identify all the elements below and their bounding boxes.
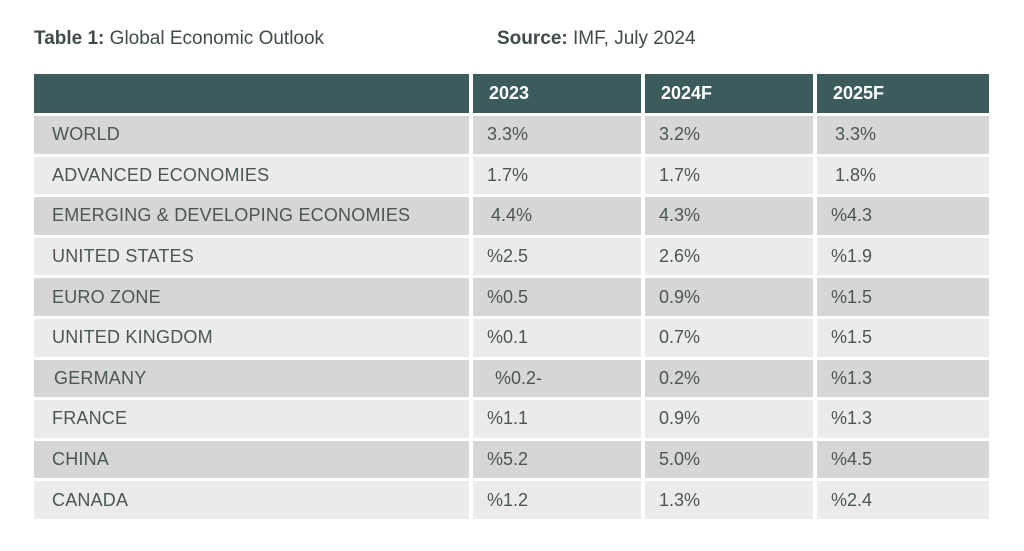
cell-world-2023: 3.3% <box>473 116 641 154</box>
source-caption: Source: IMF, July 2024 <box>497 28 696 50</box>
economic-outlook-table: 2023 2024F 2025F WORLD 3.3% 3.2% 3.3% AD… <box>34 74 989 519</box>
cell-emerging-2024f: 4.3% <box>645 197 813 235</box>
cell-germany-2025f: %1.3 <box>817 359 989 398</box>
header-2024f: 2024F <box>645 74 813 113</box>
cell-advanced-2023: 1.7% <box>473 156 641 195</box>
cell-emerging-2025f: %4.3 <box>817 197 989 235</box>
cell-uk-2023: %0.1 <box>473 318 641 357</box>
cell-euro-2023: %0.5 <box>473 278 641 316</box>
cell-advanced-2024f: 1.7% <box>645 156 813 195</box>
cell-china-2024f: 5.0% <box>645 440 813 479</box>
cell-uk-2025f: %1.5 <box>817 318 989 357</box>
row-label-advanced-economies: ADVANCED ECONOMIES <box>34 156 469 195</box>
cell-china-2023: %5.2 <box>473 440 641 479</box>
cell-canada-2025f: %2.4 <box>817 481 989 519</box>
cell-uk-2024f: 0.7% <box>645 318 813 357</box>
cell-euro-2024f: 0.9% <box>645 278 813 316</box>
source-label: Source: <box>497 28 568 49</box>
cell-germany-2024f: 0.2% <box>645 359 813 398</box>
table-label: Table 1: <box>34 28 105 49</box>
row-label-world: WORLD <box>34 116 469 154</box>
row-label-china: CHINA <box>34 440 469 479</box>
cell-us-2024f: 2.6% <box>645 237 813 276</box>
row-label-france: FRANCE <box>34 400 469 438</box>
cell-china-2025f: %4.5 <box>817 440 989 479</box>
row-label-united-kingdom: UNITED KINGDOM <box>34 318 469 357</box>
table-caption: Table 1: Global Economic Outlook <box>34 28 324 50</box>
table-title: Global Economic Outlook <box>109 28 325 49</box>
cell-world-2025f: 3.3% <box>817 116 989 154</box>
cell-euro-2025f: %1.5 <box>817 278 989 316</box>
row-label-euro-zone: EURO ZONE <box>34 278 469 316</box>
row-label-united-states: UNITED STATES <box>34 237 469 276</box>
cell-advanced-2025f: 1.8% <box>817 156 989 195</box>
cell-germany-2023: %0.2- <box>473 359 641 398</box>
cell-us-2023: %2.5 <box>473 237 641 276</box>
header-2025f: 2025F <box>817 74 989 113</box>
row-label-germany: GERMANY <box>34 359 469 398</box>
header-empty-cell <box>34 74 469 113</box>
cell-france-2023: %1.1 <box>473 400 641 438</box>
cell-france-2025f: %1.3 <box>817 400 989 438</box>
cell-canada-2024f: 1.3% <box>645 481 813 519</box>
cell-world-2024f: 3.2% <box>645 116 813 154</box>
cell-emerging-2023: 4.4% <box>473 197 641 235</box>
source-value: IMF, July 2024 <box>573 28 696 49</box>
cell-us-2025f: %1.9 <box>817 237 989 276</box>
cell-france-2024f: 0.9% <box>645 400 813 438</box>
cell-canada-2023: %1.2 <box>473 481 641 519</box>
row-label-canada: CANADA <box>34 481 469 519</box>
row-label-emerging-economies: EMERGING & DEVELOPING ECONOMIES <box>34 197 469 235</box>
header-2023: 2023 <box>473 74 641 113</box>
